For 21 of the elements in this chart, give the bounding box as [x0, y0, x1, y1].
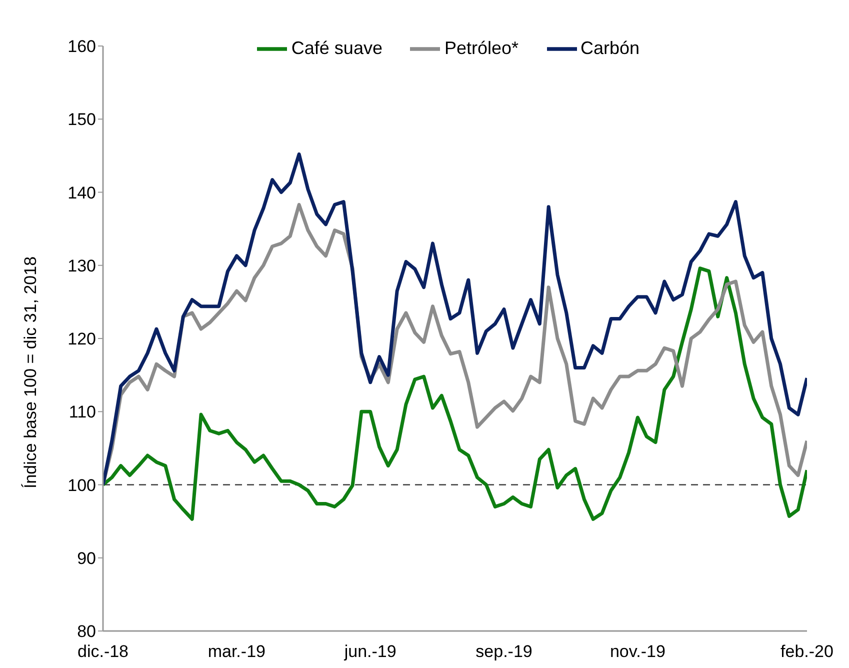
y-tick-label: 110 [68, 402, 96, 422]
y-tick-label: 150 [68, 110, 96, 130]
legend-label: Petróleo* [444, 38, 519, 58]
y-axis-title: Índice base 100 = dic 31, 2018 [21, 256, 40, 488]
legend-label: Carbón [580, 38, 640, 58]
x-tick-label: feb.-20 [780, 642, 834, 662]
y-tick-label: 100 [68, 476, 96, 495]
y-tick-label: 130 [68, 256, 96, 276]
x-tick-label: jun.-19 [343, 642, 396, 662]
line-series [103, 152, 807, 486]
x-tick-label: sep.-19 [476, 642, 532, 662]
y-tick-label: 160 [68, 37, 96, 56]
y-tick-label: 90 [77, 548, 96, 568]
line-series [103, 266, 807, 521]
y-tick-label: 80 [77, 622, 96, 642]
y-tick-label: 140 [68, 183, 96, 202]
x-tick-label: dic.-18 [77, 642, 129, 662]
x-tick-label: mar.-19 [208, 642, 266, 662]
y-tick-label: 120 [68, 330, 96, 349]
legend-label: Café suave [291, 38, 382, 58]
x-tick-label: nov.-19 [610, 642, 666, 662]
